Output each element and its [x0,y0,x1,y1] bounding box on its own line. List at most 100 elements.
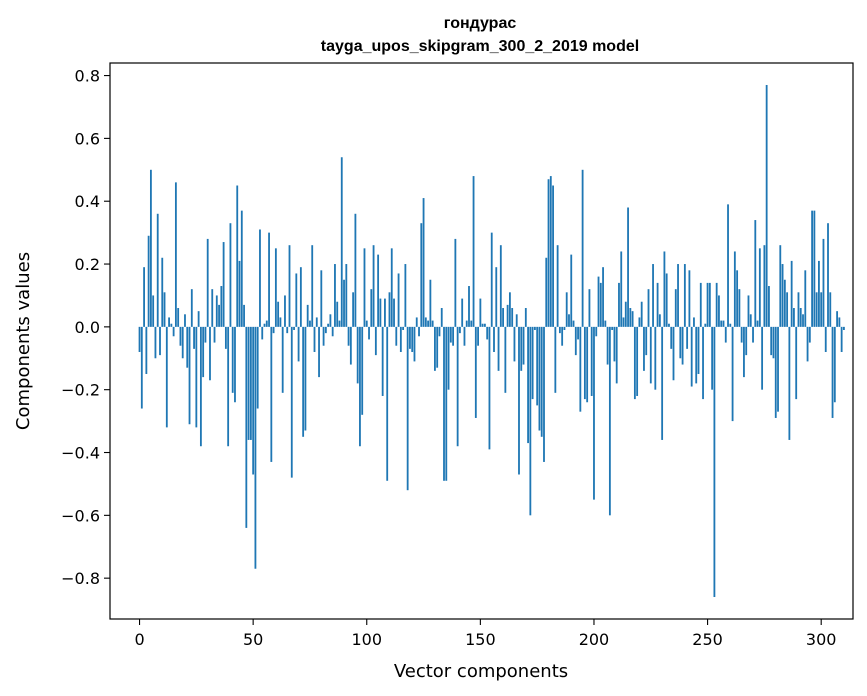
bar-175 [536,326,539,406]
bar-113 [395,326,398,346]
bar-122 [415,317,418,327]
bar-94 [352,292,355,327]
bar-274 [761,326,764,390]
y-tick-label: 0.4 [75,192,100,211]
y-tick-label: −0.2 [61,381,100,400]
bar-141 [459,326,461,334]
bar-89 [340,157,343,327]
bar-306 [833,326,836,403]
bar-144 [465,320,468,327]
bar-134 [443,326,445,481]
bar-193 [577,326,579,340]
bar-118 [406,326,409,491]
bar-305 [831,326,834,418]
bar-256 [720,320,723,327]
bar-124 [420,223,423,327]
bar-76 [311,245,314,327]
bar-102 [370,289,373,327]
y-tick-label: −0.4 [61,444,100,463]
bar-159 [499,245,502,327]
bar-28 [202,326,205,378]
bar-47 [245,326,248,528]
bar-238 [679,326,682,359]
bar-161 [504,326,507,393]
bar-109 [386,326,389,481]
bar-220 [638,317,641,327]
bar-64 [284,295,286,327]
bar-304 [829,292,832,327]
bar-287 [790,260,793,327]
bar-9 [159,326,161,356]
bar-174 [533,326,536,330]
plot-frame [109,62,854,620]
bar-82 [324,326,327,334]
bar-3 [145,326,148,374]
bar-268 [747,295,750,327]
bar-203 [599,282,602,327]
bar-272 [756,320,759,327]
bar-133 [440,308,443,327]
bar-25 [195,326,198,428]
bar-230 [661,326,664,440]
bar-190 [570,254,573,327]
bar-91 [345,264,348,327]
x-tick-label: 200 [579,630,610,649]
bar-5 [149,169,152,327]
bar-239 [681,326,684,365]
bar-103 [372,245,375,327]
bar-208 [611,326,614,330]
x-axis: 0 50 100 150 200 250 300 [134,619,836,649]
bar-61 [277,301,280,327]
bar-162 [506,304,509,327]
bar-146 [470,320,473,327]
bar-62 [279,317,282,327]
bar-253 [713,326,716,598]
bar-69 [295,273,298,327]
bar-99 [363,248,366,327]
bar-183 [554,326,557,393]
y-axis-label: Components values [13,252,34,430]
bar-41 [231,326,234,393]
bar-263 [736,270,739,327]
bar-95 [354,213,357,327]
bar-20 [184,314,186,327]
bar-177 [540,326,543,437]
bar-14 [170,323,173,327]
bar-269 [749,314,752,327]
chart-title: гондурас [444,15,517,32]
bar-72 [302,326,305,437]
bar-225 [649,326,652,384]
bar-54 [261,326,264,340]
bar-44 [238,260,241,327]
bar-285 [786,292,789,327]
bar-60 [274,248,277,327]
bar-248 [702,326,704,400]
bar-181 [549,176,552,327]
bar-270 [752,326,754,343]
bar-58 [270,326,273,462]
bar-155 [490,232,493,327]
x-axis-label: Vector components [394,661,568,682]
bar-32 [211,289,214,327]
bar-233 [668,323,670,327]
bar-117 [404,264,407,327]
bar-212 [620,251,623,327]
y-tick-label: −0.6 [61,506,100,525]
bar-235 [672,326,675,381]
bar-153 [486,326,489,340]
bar-231 [663,251,666,327]
bar-104 [374,326,377,356]
bar-92 [347,326,350,346]
bar-152 [484,323,486,327]
bar-series [138,84,845,598]
bar-34 [215,295,218,327]
bar-229 [658,314,661,327]
bar-224 [647,289,650,327]
bar-23 [190,289,193,327]
bar-150 [479,298,482,327]
bar-180 [547,179,550,327]
bar-1 [140,326,143,409]
bar-194 [579,326,582,412]
